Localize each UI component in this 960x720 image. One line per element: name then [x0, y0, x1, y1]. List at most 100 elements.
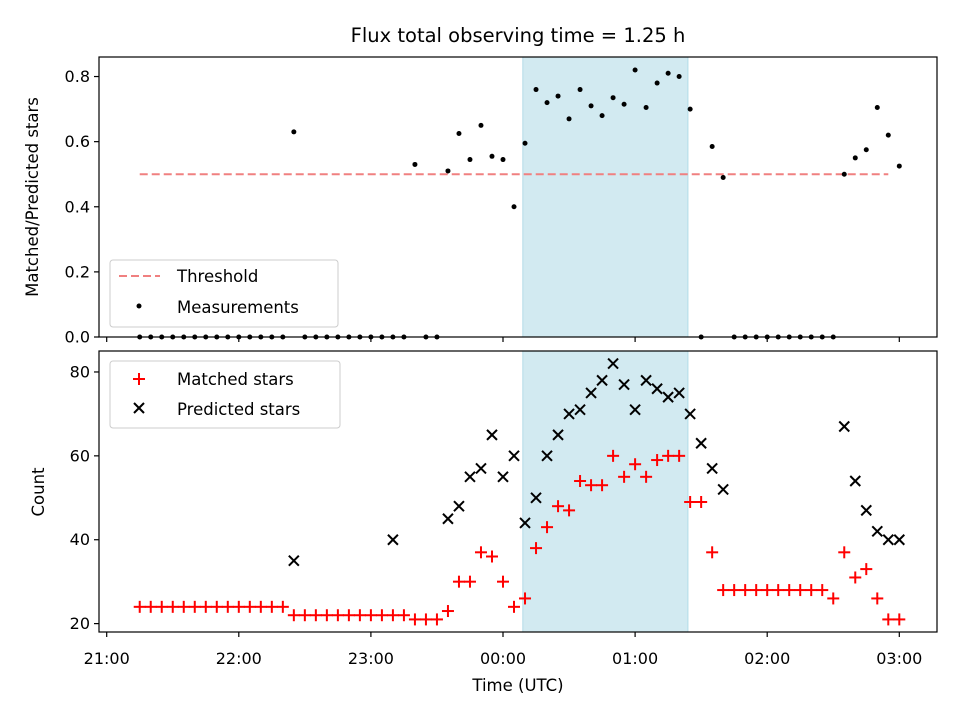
matched-stars-point: [265, 600, 278, 613]
matched-stars-point: [287, 609, 300, 622]
matched-stars-point: [673, 449, 686, 462]
matched-stars-point: [893, 613, 906, 626]
predicted-stars-legend-label: Predicted stars: [177, 400, 300, 419]
matched-stars-point: [728, 584, 741, 597]
matched-stars-point: [166, 600, 179, 613]
ratio-y-tick-label: 0.0: [65, 328, 90, 347]
ratio-panel: 0.00.20.40.60.8 Matched/Predicted stars …: [23, 56, 938, 347]
count-axes-frame: [98, 350, 938, 633]
predicted-stars-point: [596, 374, 608, 387]
count-y-tick-label: 80: [70, 362, 90, 381]
matched-stars-legend-swatch: [133, 373, 145, 385]
matched-stars-point: [574, 475, 587, 488]
predicted-stars-point: [486, 429, 498, 441]
ratio-highlight-span: [522, 56, 689, 338]
predicted-stars-point: [530, 492, 542, 504]
matched-stars-point: [596, 479, 609, 492]
predicted-stars-point: [684, 408, 696, 420]
matched-stars-point: [430, 613, 443, 626]
count-ticks: 20 40 60 80: [70, 362, 900, 637]
predicted-stars-series: [288, 357, 906, 567]
measurements-point: [588, 103, 594, 109]
measurements-legend-label: Measurements: [177, 298, 299, 317]
predicted-stars-point: [442, 513, 454, 525]
predicted-stars-point: [563, 408, 575, 420]
matched-stars-point: [651, 454, 664, 467]
matched-stars-point: [849, 571, 862, 584]
predicted-stars-point: [706, 462, 718, 475]
predicted-stars-point: [629, 404, 641, 416]
measurements-point: [687, 106, 693, 112]
predicted-stars-point: [387, 534, 399, 546]
matched-stars-point: [408, 613, 421, 626]
measurements-point: [720, 174, 726, 180]
matched-stars-point: [508, 600, 521, 613]
measurements-point: [467, 157, 473, 163]
ratio-span-layer: [522, 56, 689, 338]
measurements-point: [555, 93, 561, 99]
matched-stars-point: [860, 563, 873, 576]
matched-stars-point: [221, 600, 234, 613]
ratio-legend-box: [109, 259, 339, 328]
matched-stars-point: [441, 605, 454, 618]
measurements-point: [456, 131, 462, 137]
matched-stars-point: [816, 584, 829, 597]
predicted-stars-point: [860, 504, 872, 517]
matched-stars-point: [485, 550, 498, 563]
predicted-stars-point: [574, 404, 586, 416]
matched-stars-point: [497, 575, 509, 588]
matched-stars-point: [309, 609, 322, 622]
matched-stars-point: [386, 609, 399, 622]
predicted-stars-point: [618, 378, 630, 391]
measurements-point: [654, 80, 660, 86]
measurements-point: [566, 116, 572, 122]
predicted-stars-point: [871, 525, 883, 538]
matched-stars-point: [276, 600, 289, 613]
x-tick-label: 00:00: [480, 649, 526, 668]
matched-stars-point: [243, 600, 256, 613]
measurements-point: [577, 87, 583, 93]
matched-stars-point: [761, 584, 774, 597]
x-tick-label: 02:00: [744, 649, 790, 668]
matched-stars-point: [188, 600, 201, 613]
matched-stars-point: [474, 546, 487, 559]
measurements-point: [841, 171, 847, 177]
matched-stars-point: [717, 584, 730, 597]
ratio-y-tick-label: 0.8: [65, 67, 90, 86]
matched-stars-point: [375, 609, 388, 622]
matched-stars-point: [695, 495, 708, 508]
threshold-legend-label: Threshold: [176, 267, 258, 286]
x-tick-labels: 21:00 22:00 23:00 00:00 01:00 02:00 03:00: [84, 649, 923, 668]
measurements-point: [885, 132, 891, 138]
measurements-point: [863, 147, 869, 153]
matched-stars-point: [585, 479, 598, 492]
count-legend: Matched stars Predicted stars: [109, 360, 341, 429]
measurements-point: [533, 87, 539, 93]
x-tick-label: 22:00: [216, 649, 262, 668]
matched-stars-point: [364, 609, 377, 622]
measurements-point: [599, 113, 605, 119]
matched-stars-point: [838, 546, 851, 559]
predicted-stars-point: [475, 462, 487, 475]
predicted-stars-point: [464, 471, 476, 483]
matched-stars-point: [144, 600, 157, 613]
predicted-stars-point: [695, 437, 707, 449]
x-tick-label: 03:00: [876, 649, 922, 668]
matched-stars-point: [827, 592, 840, 605]
measurements-point: [874, 104, 880, 110]
measurements-point: [610, 95, 616, 101]
predicted-stars-point: [849, 475, 861, 487]
chart-title: Flux total observing time = 1.25 h: [351, 24, 686, 47]
matched-stars-point: [463, 575, 476, 588]
measurements-point: [291, 129, 297, 135]
matched-stars-point: [210, 600, 223, 613]
predicted-stars-point: [882, 534, 894, 546]
measurements-point: [478, 122, 484, 128]
predicted-stars-point: [585, 387, 597, 399]
matched-stars-point: [298, 609, 311, 622]
ratio-legend: Threshold Measurements: [109, 259, 339, 328]
measurements-point: [412, 161, 418, 167]
matched-stars-point: [706, 546, 719, 559]
matched-stars-point: [397, 609, 410, 622]
measurements-point: [621, 101, 627, 107]
